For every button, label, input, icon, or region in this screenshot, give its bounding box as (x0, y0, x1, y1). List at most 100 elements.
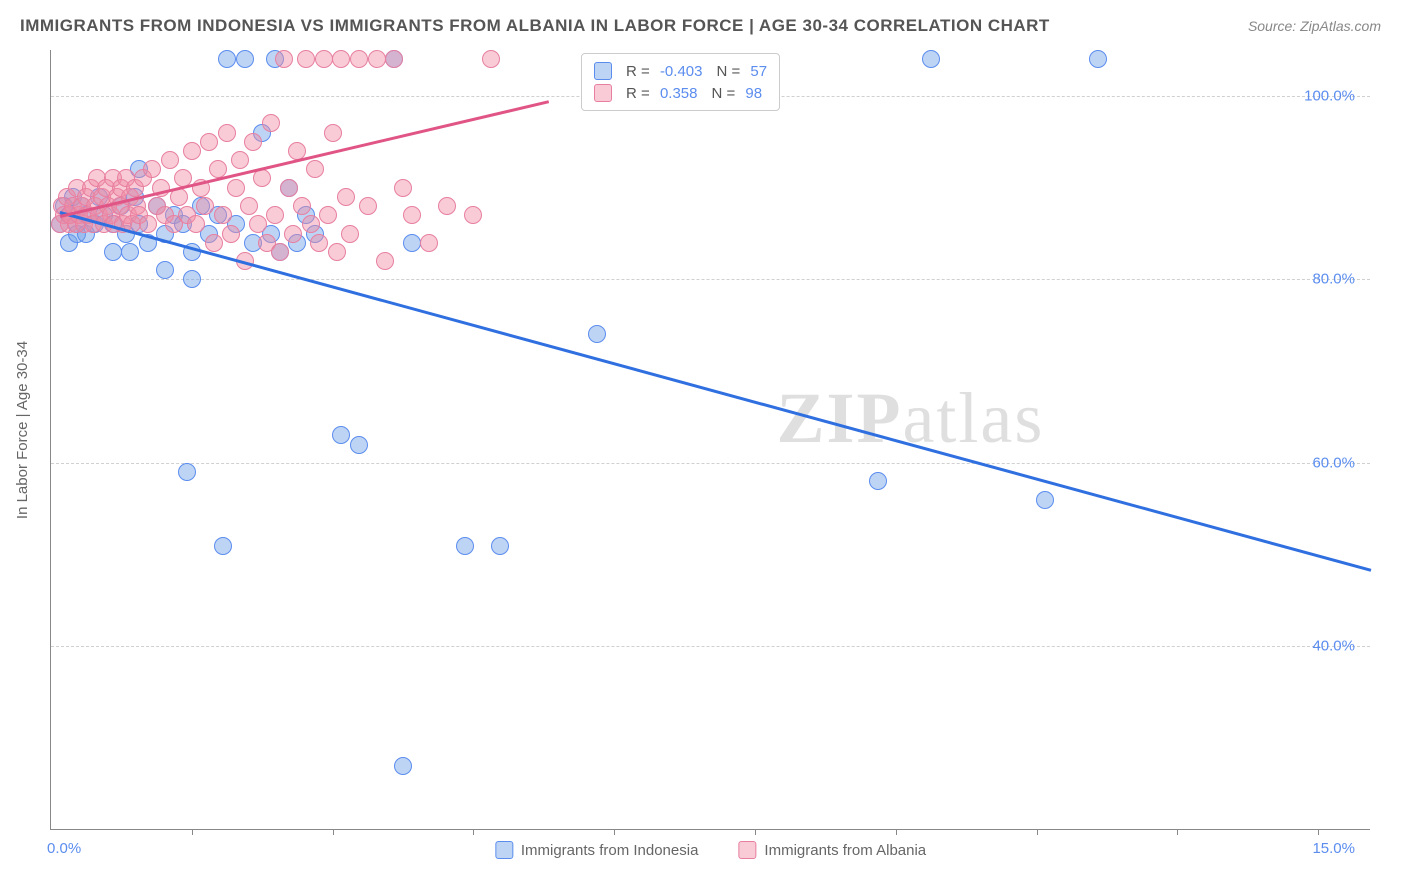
y-tick-label: 80.0% (1312, 271, 1355, 288)
data-point (187, 215, 205, 233)
data-point (922, 50, 940, 68)
legend-item: Immigrants from Indonesia (495, 841, 699, 859)
x-tick (473, 829, 474, 835)
gridline (51, 463, 1370, 464)
stats-swatch-icon (594, 84, 612, 102)
x-tick (1177, 829, 1178, 835)
data-point (359, 197, 377, 215)
data-point (368, 50, 386, 68)
data-point (253, 169, 271, 187)
data-point (271, 243, 289, 261)
data-point (869, 472, 887, 490)
x-tick (896, 829, 897, 835)
stats-n-label: N = 98 (711, 85, 762, 102)
data-point (464, 206, 482, 224)
data-point (394, 757, 412, 775)
data-point (438, 197, 456, 215)
data-point (205, 234, 223, 252)
data-point (161, 151, 179, 169)
stats-r-label: R = -0.403 (626, 63, 702, 80)
data-point (310, 234, 328, 252)
data-point (280, 179, 298, 197)
stats-n-label: N = 57 (716, 63, 767, 80)
trend-line (59, 211, 1371, 571)
data-point (218, 124, 236, 142)
watermark-bold: ZIP (776, 378, 902, 458)
data-point (385, 50, 403, 68)
data-point (156, 261, 174, 279)
stats-row: R = 0.358 N = 98 (594, 82, 767, 104)
x-min-label: 0.0% (47, 840, 81, 857)
data-point (196, 197, 214, 215)
x-tick (755, 829, 756, 835)
data-point (121, 243, 139, 261)
data-point (178, 463, 196, 481)
data-point (183, 142, 201, 160)
data-point (332, 50, 350, 68)
data-point (315, 50, 333, 68)
data-point (297, 50, 315, 68)
legend: Immigrants from Indonesia Immigrants from… (495, 841, 926, 859)
data-point (231, 151, 249, 169)
data-point (143, 160, 161, 178)
legend-label: Immigrants from Indonesia (521, 842, 699, 859)
legend-item: Immigrants from Albania (738, 841, 926, 859)
data-point (1036, 491, 1054, 509)
stats-row: R = -0.403 N = 57 (594, 60, 767, 82)
x-tick (614, 829, 615, 835)
data-point (302, 215, 320, 233)
data-point (420, 234, 438, 252)
y-axis-label: In Labor Force | Age 30-34 (14, 341, 31, 519)
data-point (341, 225, 359, 243)
data-point (104, 243, 122, 261)
data-point (324, 124, 342, 142)
legend-swatch-icon (495, 841, 513, 859)
data-point (240, 197, 258, 215)
source-label: Source: ZipAtlas.com (1248, 18, 1381, 34)
data-point (214, 206, 232, 224)
scatter-plot: ZIPatlas 40.0%60.0%80.0%100.0%0.0%15.0%R… (50, 50, 1370, 830)
data-point (183, 270, 201, 288)
data-point (293, 197, 311, 215)
y-tick-label: 40.0% (1312, 638, 1355, 655)
data-point (1089, 50, 1107, 68)
data-point (249, 215, 267, 233)
y-tick-label: 100.0% (1304, 87, 1355, 104)
data-point (222, 225, 240, 243)
data-point (200, 133, 218, 151)
data-point (244, 133, 262, 151)
data-point (262, 114, 280, 132)
stats-r-label: R = 0.358 (626, 85, 697, 102)
data-point (227, 179, 245, 197)
data-point (236, 50, 254, 68)
x-tick (1037, 829, 1038, 835)
data-point (284, 225, 302, 243)
data-point (394, 179, 412, 197)
data-point (456, 537, 474, 555)
legend-swatch-icon (738, 841, 756, 859)
data-point (266, 206, 284, 224)
y-tick-label: 60.0% (1312, 454, 1355, 471)
data-point (139, 215, 157, 233)
chart-title: IMMIGRANTS FROM INDONESIA VS IMMIGRANTS … (20, 16, 1050, 36)
data-point (332, 426, 350, 444)
x-tick (1318, 829, 1319, 835)
data-point (306, 160, 324, 178)
legend-label: Immigrants from Albania (764, 842, 926, 859)
x-tick (192, 829, 193, 835)
data-point (350, 436, 368, 454)
x-tick (333, 829, 334, 835)
data-point (482, 50, 500, 68)
data-point (218, 50, 236, 68)
data-point (376, 252, 394, 270)
data-point (588, 325, 606, 343)
data-point (403, 234, 421, 252)
stats-swatch-icon (594, 62, 612, 80)
data-point (403, 206, 421, 224)
stats-box: R = -0.403 N = 57 R = 0.358 N = 98 (581, 53, 780, 111)
x-max-label: 15.0% (1312, 840, 1355, 857)
data-point (214, 537, 232, 555)
data-point (319, 206, 337, 224)
data-point (350, 50, 368, 68)
data-point (337, 188, 355, 206)
